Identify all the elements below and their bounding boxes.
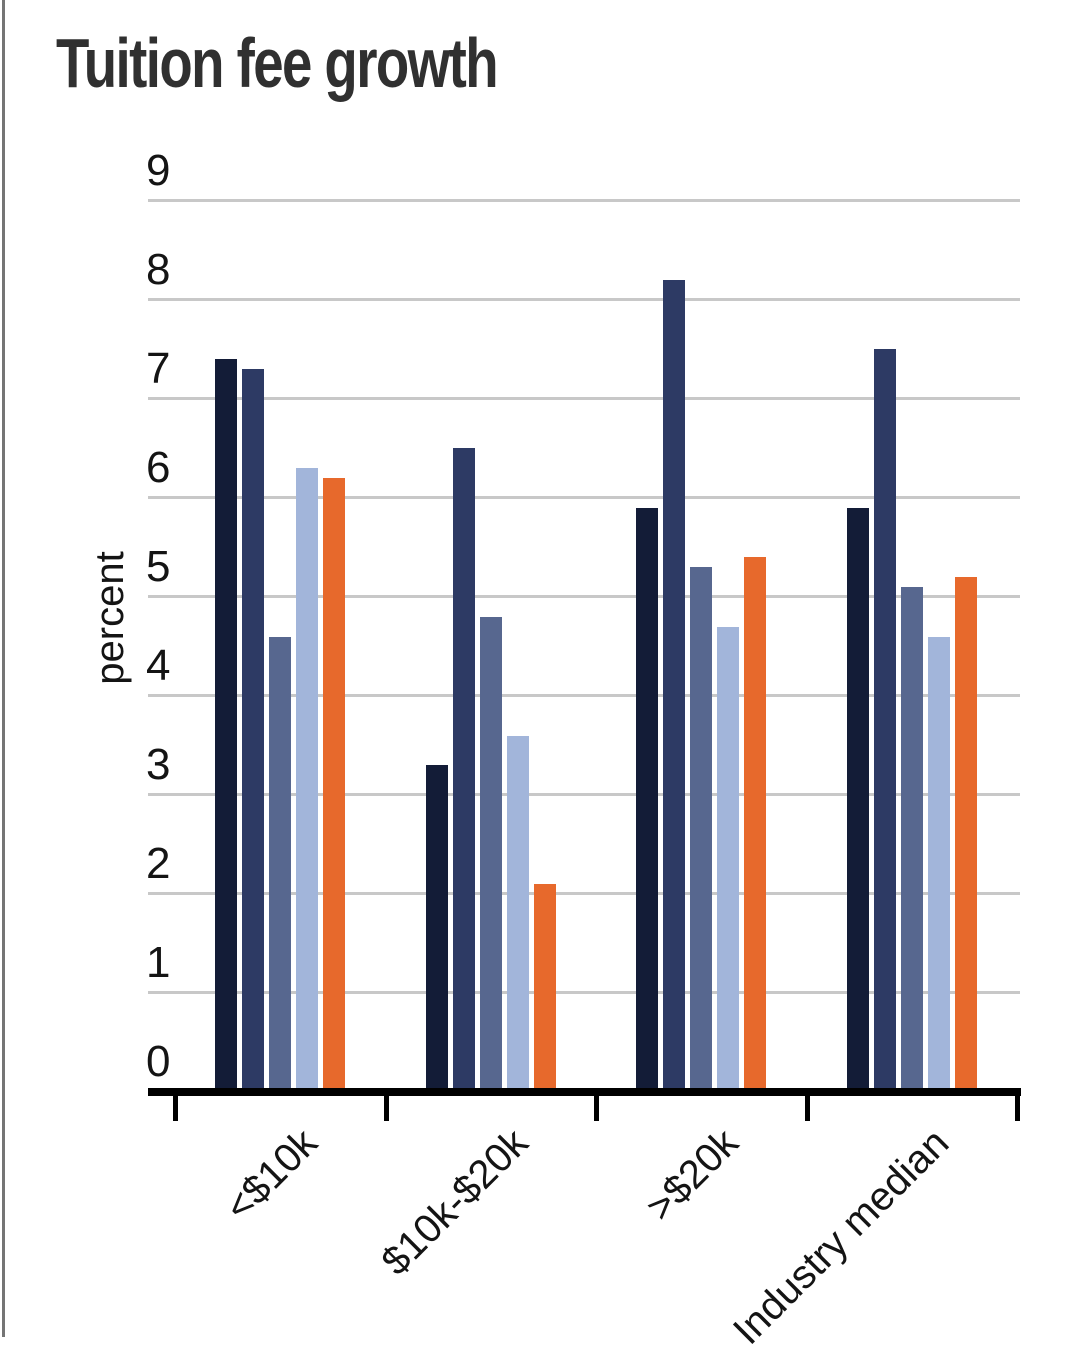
gridline-2 [148, 892, 1020, 895]
bar-group1-series-4-light-blue [296, 468, 318, 1088]
gridline-4 [148, 694, 1020, 697]
bar-group4-series-2-dark-blue [874, 349, 896, 1088]
y-axis-title: percent [88, 551, 132, 685]
gridline-8 [148, 298, 1020, 301]
gridline-6 [148, 496, 1020, 499]
bar-group-4 [847, 0, 977, 1088]
chart-title: Tuition fee growth [56, 24, 499, 102]
bar-group1-series-2-dark-blue [242, 369, 264, 1088]
bar-group4-series-3-slate-blue [901, 587, 923, 1088]
bar-group2-series-1-darkest-navy [426, 765, 448, 1088]
y-tick-label-5: 5 [146, 542, 171, 591]
y-tick-label-9: 9 [146, 146, 171, 195]
y-tick-label-6: 6 [146, 443, 171, 492]
bar-group3-series-2-dark-blue [663, 280, 685, 1088]
x-tick-3 [594, 1096, 599, 1121]
y-tick-label-8: 8 [146, 245, 171, 294]
bar-group3-series-5-orange [744, 557, 766, 1088]
bar-group2-series-5-orange [534, 884, 556, 1088]
x-category-label-4: Industry median [725, 1120, 958, 1353]
y-tick-label-4: 4 [146, 641, 171, 690]
x-tick-4 [805, 1096, 810, 1121]
bar-group4-series-5-orange [955, 577, 977, 1088]
bar-group3-series-3-slate-blue [690, 567, 712, 1088]
bar-group1-series-3-slate-blue [269, 637, 291, 1088]
bar-group1-series-5-orange [323, 478, 345, 1088]
bar-group2-series-3-slate-blue [480, 617, 502, 1088]
x-tick-1 [173, 1096, 178, 1121]
gridline-1 [148, 991, 1020, 994]
x-category-label-3: >$20k [637, 1120, 747, 1230]
bar-group-3 [636, 0, 766, 1088]
gridline-7 [148, 397, 1020, 400]
x-tick-5 [1015, 1096, 1020, 1121]
screen-left-border [2, 0, 5, 1337]
gridline-9 [148, 199, 1020, 202]
bar-group-2 [426, 0, 556, 1088]
x-axis-line [148, 1088, 1021, 1096]
x-category-label-1: <$10k [216, 1120, 326, 1230]
x-tick-2 [384, 1096, 389, 1121]
y-tick-label-0: 0 [146, 1037, 171, 1086]
bar-group4-series-4-light-blue [928, 637, 950, 1088]
bar-group-1 [215, 0, 345, 1088]
bar-group3-series-4-light-blue [717, 627, 739, 1088]
y-tick-label-1: 1 [146, 938, 171, 987]
gridline-5 [148, 595, 1020, 598]
x-category-label-2: $10k-$20k [373, 1120, 537, 1284]
y-tick-label-2: 2 [146, 839, 171, 888]
gridline-3 [148, 793, 1020, 796]
bar-group2-series-4-light-blue [507, 736, 529, 1088]
y-tick-label-7: 7 [146, 344, 171, 393]
bar-group1-series-1-darkest-navy [215, 359, 237, 1088]
bar-group2-series-2-dark-blue [453, 448, 475, 1088]
y-tick-label-3: 3 [146, 740, 171, 789]
bar-group3-series-1-darkest-navy [636, 508, 658, 1088]
bar-group4-series-1-darkest-navy [847, 508, 869, 1088]
